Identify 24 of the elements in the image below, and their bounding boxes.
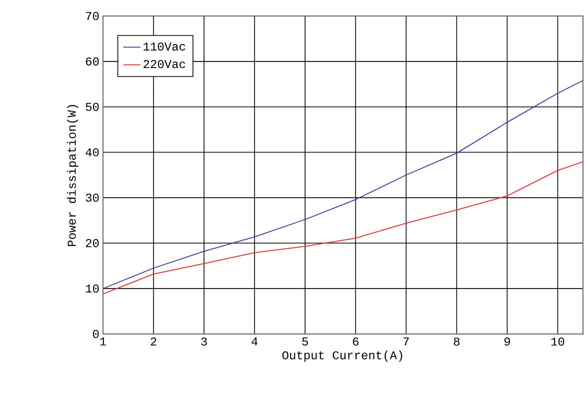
legend-label: 110Vac (144, 42, 186, 51)
y-tick-label: 30 (86, 194, 99, 202)
x-tick-label: 4 (252, 338, 258, 346)
x-tick-label: 6 (352, 338, 358, 346)
x-tick-label: 2 (150, 338, 156, 346)
x-axis-title: Output Current(A) (282, 350, 402, 362)
y-tick-label: 60 (86, 57, 99, 66)
x-tick-label: 3 (201, 338, 207, 346)
line-series (103, 80, 583, 290)
x-tick-label: 9 (504, 338, 510, 346)
x-tick-label: 5 (302, 338, 308, 346)
y-tick-label: 10 (86, 284, 99, 293)
legend-label: 220Vac (144, 60, 186, 68)
y-tick-label: 0 (92, 330, 99, 338)
x-tick-label: 10 (551, 338, 564, 346)
y-tick-label: 50 (86, 102, 99, 111)
x-tick-label: 8 (454, 338, 460, 346)
line-series (103, 161, 583, 294)
y-axis-title: Power dissipation(W) (67, 105, 78, 246)
x-tick-label: 1 (100, 338, 106, 346)
y-tick-label: 20 (86, 239, 99, 248)
x-tick-label: 7 (403, 338, 409, 346)
y-tick-label: 70 (86, 12, 99, 20)
y-tick-label: 40 (86, 148, 99, 156)
